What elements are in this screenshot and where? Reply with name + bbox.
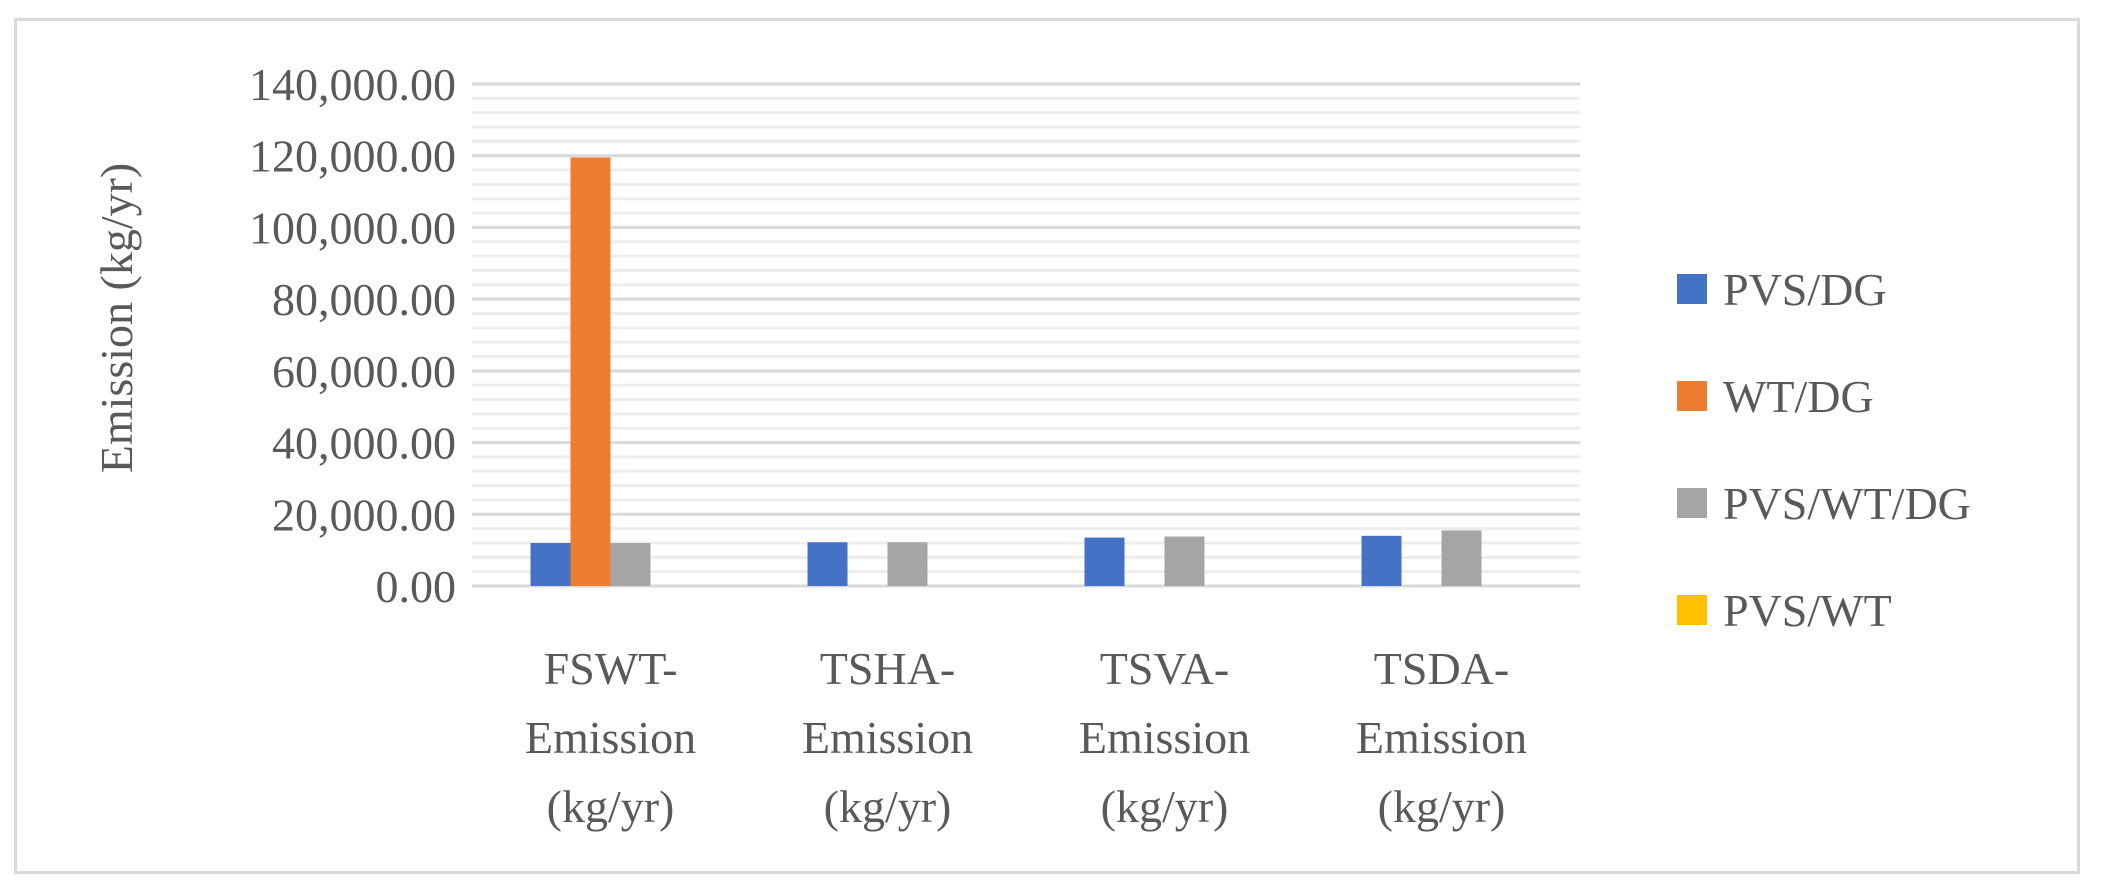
y-axis-title: Emission (kg/yr) — [91, 163, 142, 473]
y-tick-label: 60,000.00 — [272, 346, 456, 397]
category-label-line: Emission — [525, 712, 696, 763]
x-axis-category-labels: FSWT- Emission (kg/yr) TSHA- Emission (kg/yr)… — [525, 643, 1527, 832]
legend-swatch — [1677, 595, 1707, 625]
y-axis-tick-labels: 0.00 20,000.00 40,000.00 60,000.00 80,000.00… — [249, 59, 456, 612]
bar-pvs-wt-dg-3 — [1164, 536, 1205, 586]
legend-swatch — [1677, 381, 1707, 411]
category-label-line: (kg/yr) — [547, 781, 675, 832]
category-label-line: Emission — [1079, 712, 1250, 763]
y-tick-label: 100,000.00 — [249, 202, 456, 253]
legend-label: WT/DG — [1723, 371, 1874, 422]
category-label-2: TSHA- Emission (kg/yr) — [802, 643, 973, 832]
y-tick-label: 20,000.00 — [272, 489, 456, 540]
category-label-line: TSVA- — [1100, 643, 1230, 694]
category-label-3: TSVA- Emission (kg/yr) — [1079, 643, 1250, 832]
legend-swatch — [1677, 274, 1707, 304]
legend-item-wt-dg: WT/DG — [1677, 371, 1874, 422]
legend: PVS/DG WT/DG PVS/WT/DG PVS/WT — [1677, 264, 1971, 636]
category-label-line: FSWT- — [544, 643, 678, 694]
legend-label: PVS/DG — [1723, 264, 1887, 315]
bar-pvs-dg-3 — [1084, 537, 1125, 586]
chart-frame — [14, 18, 2080, 874]
category-label-line: (kg/yr) — [824, 781, 952, 832]
y-tick-label: 40,000.00 — [272, 418, 456, 469]
y-tick-label: 120,000.00 — [249, 131, 456, 182]
y-tick-label: 140,000.00 — [249, 59, 456, 110]
category-label-line: (kg/yr) — [1101, 781, 1229, 832]
category-label-1: FSWT- Emission (kg/yr) — [525, 643, 696, 832]
legend-label: PVS/WT/DG — [1723, 478, 1971, 529]
y-tick-label: 80,000.00 — [272, 274, 456, 325]
category-label-line: (kg/yr) — [1378, 781, 1506, 832]
y-tick-label: 0.00 — [376, 561, 457, 612]
category-label-line: Emission — [802, 712, 973, 763]
legend-item-pvs-dg: PVS/DG — [1677, 264, 1887, 315]
bar-pvs-dg-4 — [1361, 535, 1402, 586]
category-label-line: TSHA- — [820, 643, 955, 694]
bar-pvs-wt-dg-4 — [1441, 530, 1482, 586]
bar-wt-dg-1 — [570, 157, 611, 586]
legend-swatch — [1677, 488, 1707, 518]
bar-pvs-dg-1 — [530, 542, 571, 586]
category-label-4: TSDA- Emission (kg/yr) — [1356, 643, 1527, 832]
legend-label: PVS/WT — [1723, 585, 1892, 636]
bar-pvs-wt-dg-1 — [610, 542, 651, 586]
bars — [530, 157, 1482, 586]
category-label-line: Emission — [1356, 712, 1527, 763]
legend-item-pvs-wt-dg: PVS/WT/DG — [1677, 478, 1971, 529]
gridlines — [472, 82, 1580, 588]
bar-pvs-dg-2 — [807, 542, 848, 586]
category-label-line: TSDA- — [1374, 643, 1509, 694]
bar-pvs-wt-dg-2 — [887, 542, 928, 586]
legend-item-pvs-wt: PVS/WT — [1677, 585, 1892, 636]
